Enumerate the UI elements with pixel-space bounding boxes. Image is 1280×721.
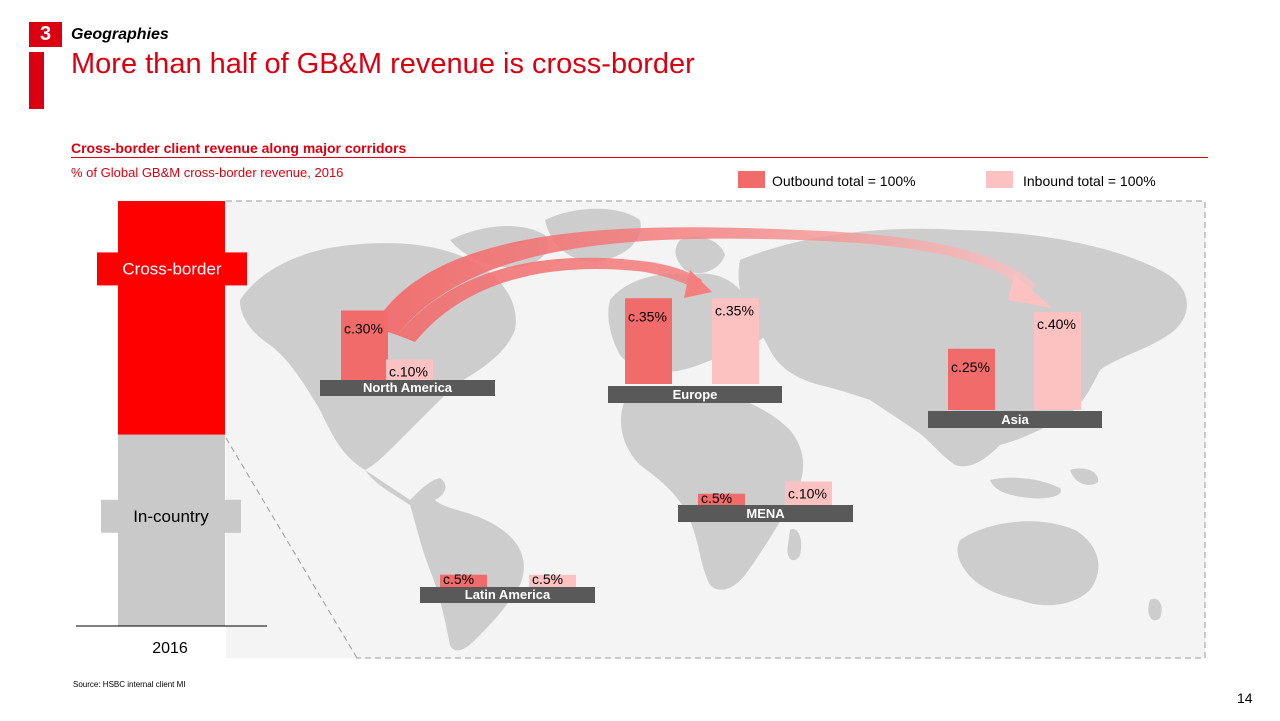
legend-outbound-label: Outbound total = 100% xyxy=(772,173,916,189)
stacked-bar-category-label: 2016 xyxy=(152,640,188,657)
inbound-value-label-mena: c.10% xyxy=(788,486,827,502)
inbound-value-label-latin-america: c.5% xyxy=(532,571,563,587)
world-map xyxy=(225,200,1206,659)
outbound-bar-mena xyxy=(698,493,745,506)
corridor-arrowhead-asia xyxy=(1008,274,1052,308)
legend-inbound-swatch xyxy=(986,171,1013,188)
section-number-badge: 3 xyxy=(29,22,62,47)
outbound-value-label-europe: c.35% xyxy=(628,308,667,324)
outbound-bar-north-america xyxy=(341,310,388,384)
region-label-mena: MENA xyxy=(746,506,785,521)
region-label-bg-europe xyxy=(608,386,782,403)
legend-inbound-label: Inbound total = 100% xyxy=(1023,173,1156,189)
inbound-value-label-asia: c.40% xyxy=(1037,316,1076,332)
region-label-north-america: North America xyxy=(363,380,453,395)
stacked-segment-label-in-country: In-country xyxy=(133,507,209,526)
title-divider xyxy=(71,157,1208,158)
stacked-segment-label-cross-border: Cross-border xyxy=(122,259,222,278)
chart-title: Cross-border client revenue along major … xyxy=(71,140,407,156)
corridor-arrow-north-america-to-europe xyxy=(397,257,702,342)
inbound-bar-north-america xyxy=(386,359,433,384)
outbound-value-label-north-america: c.30% xyxy=(344,321,383,337)
page-headline: More than half of GB&M revenue is cross-… xyxy=(71,48,695,80)
corridor-arrowhead-europe xyxy=(684,270,712,298)
inbound-value-label-europe: c.35% xyxy=(715,302,754,318)
outbound-value-label-latin-america: c.5% xyxy=(443,571,474,587)
footer-source: Source: HSBC internal client MI xyxy=(73,680,186,689)
outbound-bar-asia xyxy=(948,348,995,410)
outbound-value-label-mena: c.5% xyxy=(701,490,732,506)
legend-outbound-swatch xyxy=(738,171,765,188)
region-label-bg-north-america xyxy=(320,380,495,396)
outbound-value-label-asia: c.25% xyxy=(951,359,990,375)
inbound-value-label-north-america: c.10% xyxy=(389,364,428,380)
region-label-asia: Asia xyxy=(1001,412,1029,427)
chart-subtitle: % of Global GB&M cross-border revenue, 2… xyxy=(71,165,344,180)
inbound-bar-latin-america xyxy=(529,574,576,587)
inbound-bar-europe xyxy=(712,298,759,384)
section-title: Geographies xyxy=(71,26,169,43)
region-label-bg-asia xyxy=(928,411,1102,428)
region-label-europe: Europe xyxy=(673,387,718,402)
corridor-arrows xyxy=(373,227,1052,342)
section-accent-bar xyxy=(29,52,44,109)
region-label-bg-latin-america xyxy=(420,587,595,603)
stacked-segment-tag-in-country xyxy=(101,499,241,533)
region-label-bg-mena xyxy=(678,505,853,522)
stacked-segment-cross-border xyxy=(118,201,225,435)
inbound-bar-mena xyxy=(785,481,832,506)
outbound-bar-europe xyxy=(625,298,672,384)
cross-border-stacked-bar: Cross-border In-country xyxy=(97,201,247,626)
inbound-bar-asia xyxy=(1034,312,1081,410)
outbound-bar-latin-america xyxy=(440,574,487,587)
page-number: 14 xyxy=(1237,690,1253,706)
stacked-segment-tag-cross-border xyxy=(97,252,247,286)
corridor-arrow-north-america-to-asia xyxy=(373,227,1036,335)
region-label-latin-america: Latin America xyxy=(465,587,551,602)
